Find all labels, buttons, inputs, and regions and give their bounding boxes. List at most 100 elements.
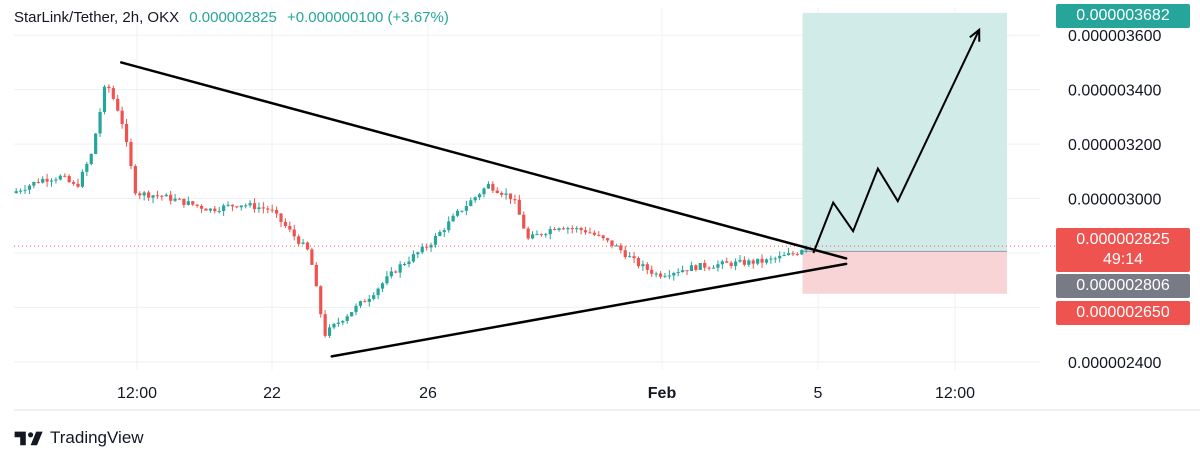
stop-price-badge: 0.000002650 — [1056, 301, 1190, 325]
candle-body — [756, 258, 760, 264]
candle — [120, 106, 124, 129]
candle — [394, 270, 398, 274]
candle — [416, 251, 420, 259]
drawings — [14, 27, 1056, 358]
candle — [486, 181, 491, 190]
candle — [191, 200, 195, 207]
candle — [707, 266, 711, 271]
candle — [632, 251, 636, 264]
candle — [733, 258, 738, 271]
candle-body — [725, 261, 729, 263]
candle-body — [182, 198, 186, 205]
candle — [288, 221, 292, 233]
candle-body — [500, 192, 504, 195]
entry-price-badge: 0.000002806 — [1056, 274, 1190, 298]
loss-zone[interactable] — [802, 251, 1007, 294]
candle-body — [478, 194, 482, 198]
candle — [672, 271, 676, 281]
candle — [778, 251, 782, 263]
profit-zone[interactable] — [802, 12, 1007, 252]
candle — [544, 232, 548, 238]
candle — [319, 285, 323, 318]
candle-body — [76, 183, 80, 187]
candle — [491, 181, 495, 194]
candle — [628, 252, 632, 258]
candle-body — [244, 205, 248, 207]
candle-body — [522, 214, 526, 229]
candle-body — [292, 229, 296, 237]
candle-body — [305, 242, 310, 250]
candle — [636, 256, 641, 269]
tradingview-brand[interactable]: TradingView — [14, 427, 144, 449]
candle — [102, 84, 107, 115]
candle — [742, 256, 747, 267]
candle — [738, 255, 742, 263]
candle-body — [517, 199, 521, 215]
candle — [297, 234, 301, 247]
candle-body — [129, 142, 133, 167]
candle-body — [738, 259, 742, 262]
trendline-upper-resistance[interactable] — [119, 61, 848, 260]
candle-body — [63, 175, 67, 177]
candle-body — [778, 255, 782, 259]
candle — [641, 260, 645, 271]
candle — [654, 271, 658, 278]
candle — [773, 256, 777, 263]
symbol-label[interactable]: StarLink/Tether, 2h, OKX — [14, 9, 180, 26]
candle — [614, 243, 619, 247]
candle-body — [508, 193, 513, 200]
candle — [517, 194, 521, 215]
candle-body — [367, 298, 371, 302]
candle — [71, 180, 76, 186]
candle — [557, 227, 561, 232]
candle-body — [747, 260, 751, 265]
candle — [279, 213, 283, 228]
candle — [345, 314, 349, 324]
candle — [681, 265, 685, 273]
candle-body — [186, 201, 190, 205]
candle-body — [332, 323, 336, 328]
candle-body — [279, 213, 283, 222]
candle-body — [716, 264, 720, 268]
candle — [667, 270, 671, 280]
candle — [380, 282, 385, 293]
candle — [711, 265, 716, 269]
candle-body — [694, 265, 698, 270]
candle-body — [592, 232, 596, 235]
candle-body — [614, 245, 619, 247]
candle — [19, 188, 23, 194]
x-axis-labels: 12:00 22 26 Feb 5 12:00 — [117, 385, 975, 402]
candle — [610, 240, 614, 249]
candle-body — [155, 195, 160, 197]
candle-body — [733, 261, 738, 266]
candle-body — [116, 98, 120, 111]
projection-path[interactable] — [812, 29, 981, 254]
candle — [226, 201, 230, 207]
candle-body — [230, 204, 235, 207]
candle-body — [107, 86, 111, 89]
current-price-value: 0.000002825 — [1076, 231, 1170, 248]
candle — [575, 226, 579, 233]
candle-body — [526, 228, 530, 239]
candle — [160, 195, 164, 201]
candle-body — [786, 253, 791, 256]
candle-body — [208, 208, 212, 211]
candle — [54, 177, 58, 184]
candle — [720, 259, 724, 270]
candle — [354, 303, 358, 316]
candle — [469, 197, 473, 207]
candle — [186, 196, 190, 206]
x-tick-label-5: 12:00 — [935, 385, 975, 402]
candle-body — [566, 228, 570, 230]
candle-body — [372, 295, 376, 299]
candle-body — [89, 153, 93, 164]
trendline-lower-support[interactable] — [330, 262, 848, 358]
candle-body — [394, 271, 398, 273]
candle — [764, 258, 769, 265]
candle — [676, 268, 680, 277]
candle — [195, 204, 199, 208]
candle — [760, 254, 764, 268]
candle — [411, 250, 416, 264]
candle-body — [605, 238, 610, 241]
